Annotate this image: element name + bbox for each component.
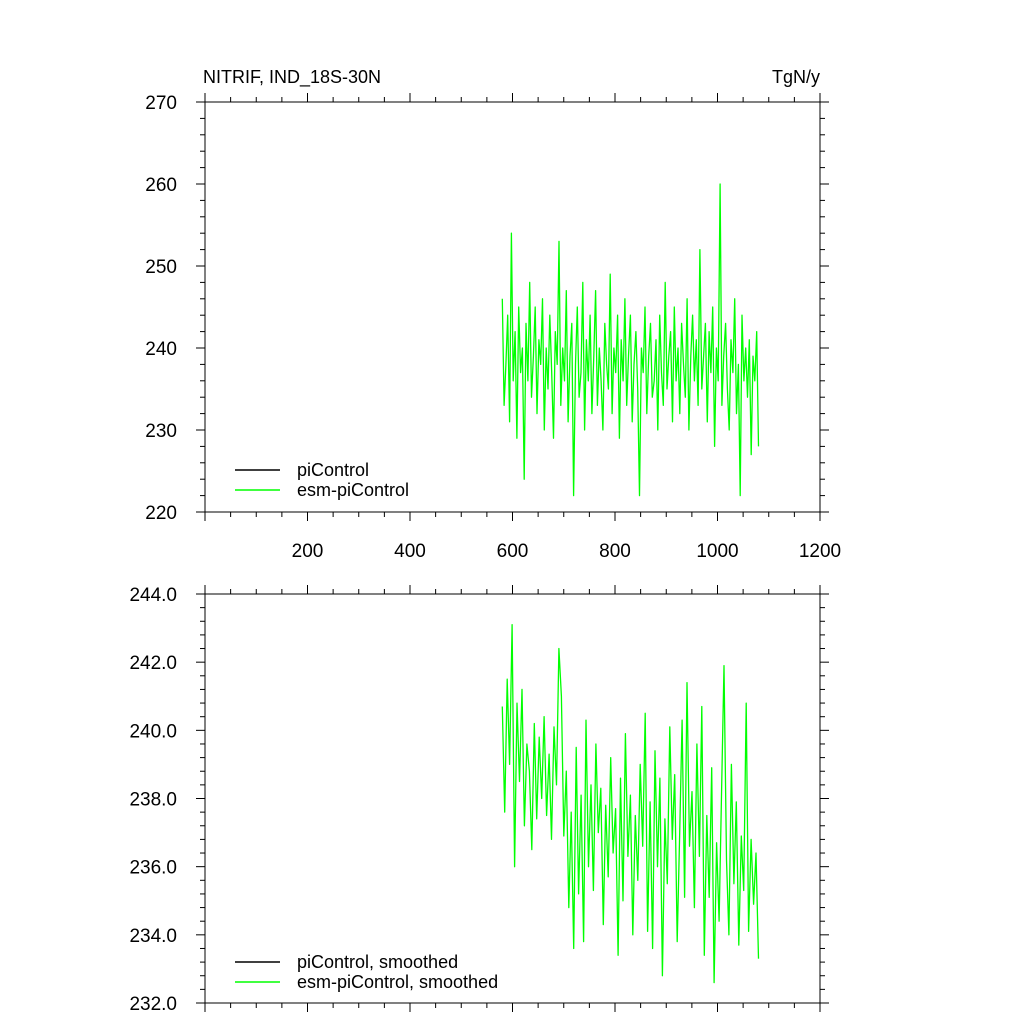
x-tick-label: 200 [292,541,324,562]
y-tick-label: 240.0 [129,721,177,742]
legend-label: esm-piControl, smoothed [297,972,498,992]
legend-label: piControl, smoothed [297,952,458,972]
x-tick-label: 600 [497,541,529,562]
y-tick-label: 244.0 [129,585,177,606]
bottom-axes: 232.0 234.0 236.0 238.0 240.0 242.0 244.0 [129,585,829,1015]
x-tick-label: 1200 [799,541,841,562]
series-line-esm-picontrol [501,183,760,497]
bottom-series-group [501,624,760,984]
x-tick-label: 1000 [696,541,738,562]
y-tick-label: 242.0 [129,653,177,674]
y-tick-label: 240 [145,339,177,360]
legend-label: esm-piControl [297,480,409,500]
y-tick-label: 238.0 [129,790,177,811]
y-tick-label: 230 [145,421,177,442]
top-panel-units: TgN/y [772,67,820,87]
y-tick-label: 232.0 [129,994,177,1015]
bottom-panel: 232.0 234.0 236.0 238.0 240.0 242.0 244.0 piCo… [129,585,829,1015]
top-panel: NITRIF, IND_18S-30N TgN/y 200 400 600 800 10… [145,67,841,562]
legend-label: piControl [297,460,369,480]
y-tick-label: 236.0 [129,858,177,879]
top-axes: 200 400 600 800 1000 1200 220 230 240 250 260 270 [145,93,841,562]
y-tick-label: 250 [145,257,177,278]
series-line-esm-picontrol-smoothed [501,624,760,984]
y-tick-label: 270 [145,93,177,114]
y-tick-label: 220 [145,503,177,524]
y-tick-label: 260 [145,175,177,196]
top-panel-title: NITRIF, IND_18S-30N [203,67,381,88]
top-series-group [501,183,760,497]
x-tick-label: 800 [599,541,631,562]
x-tick-label: 400 [394,541,426,562]
y-tick-label: 234.0 [129,926,177,947]
